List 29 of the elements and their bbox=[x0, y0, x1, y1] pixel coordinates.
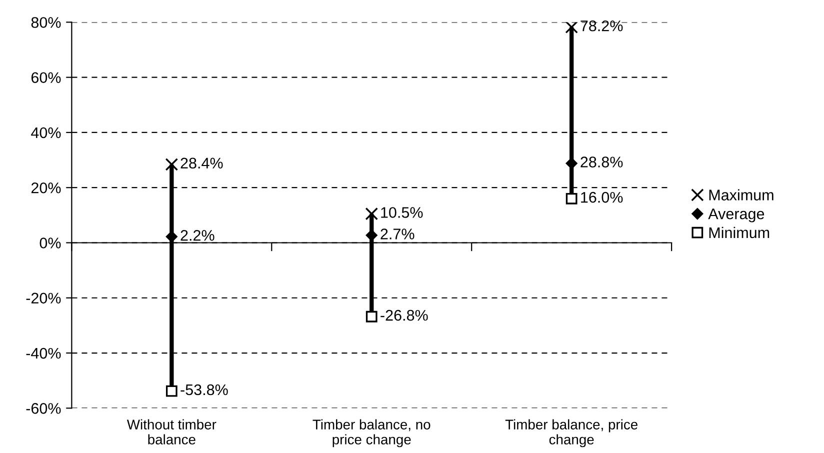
legend-label: Average bbox=[708, 208, 764, 222]
data-label: 78.2% bbox=[580, 20, 623, 32]
x-tick-label: Without timber balance bbox=[126, 419, 216, 444]
y-tick-label: 60% bbox=[31, 72, 61, 84]
data-label: 28.4% bbox=[180, 158, 223, 169]
data-label: -53.8% bbox=[180, 384, 228, 396]
point bbox=[366, 310, 378, 322]
y-tick-label: -60% bbox=[26, 403, 61, 414]
point bbox=[566, 192, 578, 204]
y-tick-label: -40% bbox=[26, 348, 61, 359]
y-tick-label: 80% bbox=[31, 17, 61, 28]
y-tick-label: 0% bbox=[40, 238, 61, 248]
point bbox=[166, 385, 178, 397]
y-tick-label: 20% bbox=[31, 182, 61, 194]
point bbox=[365, 207, 378, 220]
data-label: 16.0% bbox=[581, 192, 623, 203]
x-tick-label: Timber balance, price change bbox=[505, 419, 638, 448]
data-label: 28.8% bbox=[580, 156, 623, 168]
data-label: 2.7% bbox=[380, 228, 414, 240]
y-tick-label: -20% bbox=[26, 292, 61, 304]
data-label: -26.8% bbox=[380, 310, 428, 321]
legend-label: Maximum bbox=[709, 189, 774, 200]
data-label: 10.5% bbox=[381, 207, 423, 218]
point bbox=[165, 158, 178, 171]
x-tick-label: Timber balance, no price change bbox=[312, 419, 430, 448]
legend-label: Minimum bbox=[709, 226, 770, 238]
y-tick-label: 40% bbox=[31, 127, 61, 138]
point bbox=[565, 22, 578, 34]
data-label: 2.2% bbox=[180, 230, 214, 241]
